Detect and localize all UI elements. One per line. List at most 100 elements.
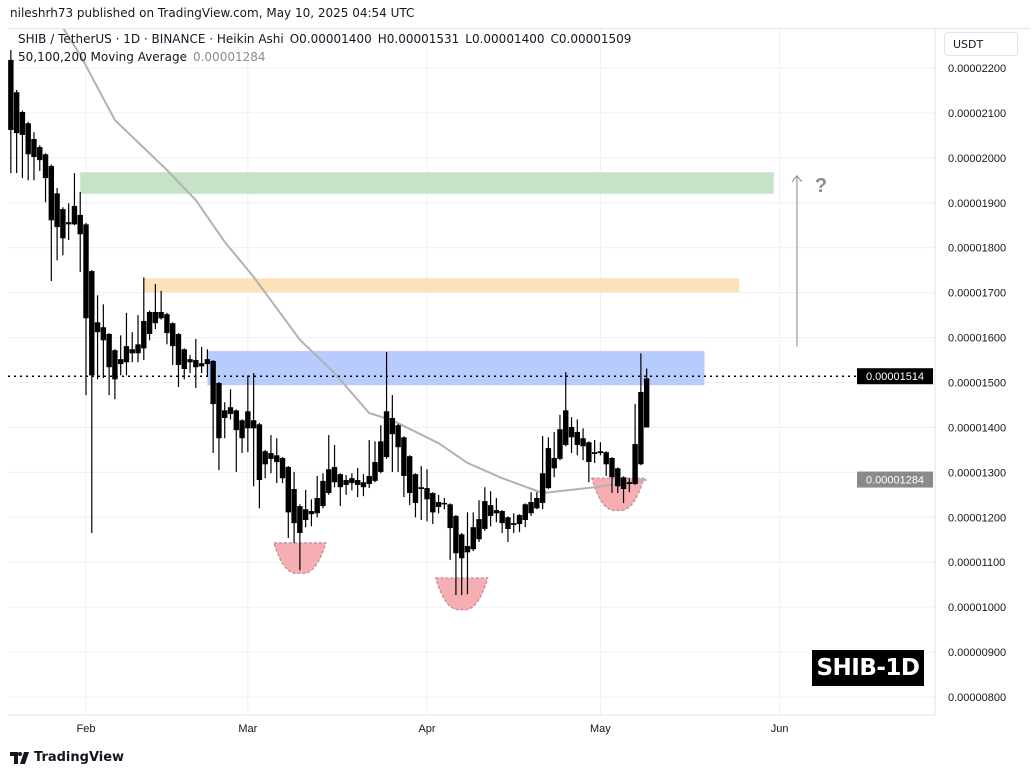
candle-body bbox=[360, 482, 367, 488]
candle-body bbox=[522, 504, 528, 520]
y-tick-label: 0.00001100 bbox=[948, 557, 1005, 569]
candle-body bbox=[77, 214, 83, 235]
logo-text: TradingView bbox=[34, 750, 125, 765]
candle-body bbox=[354, 480, 361, 485]
ticker-label: SHIB-1D bbox=[812, 650, 924, 686]
candle-body bbox=[424, 488, 430, 500]
candle-body bbox=[545, 448, 552, 489]
candle-body bbox=[493, 510, 500, 514]
y-tick-label: 0.00000800 bbox=[948, 692, 1006, 704]
candle-body bbox=[580, 438, 586, 447]
candle-body bbox=[42, 154, 49, 179]
candle-body bbox=[89, 271, 95, 376]
x-tick-label: Feb bbox=[77, 723, 96, 735]
ma-value: 0.00001284 bbox=[192, 50, 266, 64]
currency-button[interactable]: USDT bbox=[944, 32, 1018, 56]
candle-body bbox=[13, 92, 20, 134]
candle-body bbox=[487, 505, 494, 516]
ma-label: 50,100,200 Moving Average bbox=[18, 50, 187, 64]
candle-body bbox=[25, 123, 31, 155]
candle-body bbox=[430, 493, 436, 513]
candle-body bbox=[164, 314, 170, 334]
candle-body bbox=[187, 359, 193, 363]
candle-body bbox=[406, 456, 413, 494]
candle-body bbox=[620, 477, 627, 489]
candle-body bbox=[204, 359, 211, 365]
candle-body bbox=[389, 418, 396, 435]
candle-body bbox=[245, 411, 251, 429]
candle-body bbox=[459, 534, 465, 559]
chart-frame bbox=[8, 28, 1030, 745]
candle-body bbox=[65, 222, 72, 225]
candle-body bbox=[320, 480, 326, 507]
candle-body bbox=[297, 506, 303, 534]
candle-body bbox=[470, 527, 476, 550]
candle-body bbox=[31, 138, 37, 157]
candle-body bbox=[516, 515, 523, 525]
candle-body bbox=[395, 425, 401, 448]
annotations: ? bbox=[791, 175, 827, 347]
y-tick-label: 0.00001300 bbox=[948, 467, 1006, 479]
ohlc-open: O0.00001400 bbox=[289, 32, 372, 46]
candle-body bbox=[557, 429, 563, 459]
candle-body bbox=[609, 457, 615, 478]
x-tick-label: May bbox=[590, 723, 611, 735]
candle-body bbox=[8, 59, 14, 131]
candle-body bbox=[146, 311, 153, 334]
ohlc-high: H0.00001531 bbox=[377, 32, 460, 46]
candle-body bbox=[632, 444, 638, 485]
candle-body bbox=[528, 502, 534, 514]
candle-body bbox=[563, 410, 569, 445]
candle-body bbox=[100, 327, 107, 341]
candle-body bbox=[366, 475, 372, 485]
candle-body bbox=[418, 487, 424, 489]
last-price-label: 0.00001514 bbox=[866, 371, 924, 383]
y-axis: 0.00002200 0.00002100 0.00002000 0.00001900… bbox=[934, 29, 1006, 715]
y-tick-label: 0.00002100 bbox=[948, 108, 1006, 120]
candle-body bbox=[94, 322, 101, 333]
candle-body bbox=[216, 382, 222, 439]
y-tick-label: 0.00001500 bbox=[948, 378, 1006, 390]
candle-body bbox=[314, 497, 320, 514]
y-tick-label: 0.00001700 bbox=[948, 288, 1006, 300]
candle-body bbox=[198, 363, 205, 367]
candle-body bbox=[435, 502, 442, 507]
candle-body bbox=[83, 224, 89, 319]
candle-body bbox=[60, 209, 66, 239]
bowl-annotations bbox=[273, 477, 645, 611]
candle-body bbox=[511, 523, 517, 525]
symbol-info: SHIB / TetherUS · 1D · BINANCE · Heikin … bbox=[18, 32, 284, 46]
candle-body bbox=[476, 519, 482, 540]
tradingview-logo[interactable]: TradingView bbox=[10, 750, 124, 765]
candle-body bbox=[482, 501, 488, 529]
candle-body bbox=[135, 344, 141, 354]
y-tick-label: 0.00001800 bbox=[948, 243, 1006, 255]
candle-body bbox=[453, 515, 459, 554]
candle-body bbox=[274, 455, 280, 463]
moving-average bbox=[62, 29, 647, 494]
zones bbox=[80, 172, 774, 386]
candle-body bbox=[343, 480, 349, 485]
candle-body bbox=[250, 420, 257, 429]
candle-body bbox=[54, 193, 60, 228]
candle-body bbox=[401, 437, 407, 476]
symbol-legend[interactable]: SHIB / TetherUS · 1D · BINANCE · Heikin … bbox=[18, 32, 637, 46]
last-price-tag bbox=[857, 368, 933, 385]
orange-resistance-zone bbox=[143, 278, 740, 293]
y-tick-label: 0.00002200 bbox=[948, 63, 1006, 75]
y-tick-label: 0.00000900 bbox=[948, 647, 1006, 659]
candle-body bbox=[331, 466, 338, 483]
x-tick-label: Mar bbox=[238, 723, 257, 735]
candle-body bbox=[37, 147, 43, 161]
candle-body bbox=[239, 420, 245, 439]
candle-body bbox=[308, 511, 315, 515]
blue-resistance-zone bbox=[207, 351, 705, 386]
question-mark-label: ? bbox=[815, 175, 827, 197]
candle-body bbox=[106, 333, 112, 368]
candles bbox=[8, 50, 650, 596]
candle-body bbox=[227, 407, 234, 414]
candle-body bbox=[302, 509, 309, 520]
indicator-legend[interactable]: 50,100,200 Moving Average 0.00001284 bbox=[18, 50, 272, 64]
x-tick-label: Jun bbox=[771, 723, 789, 735]
